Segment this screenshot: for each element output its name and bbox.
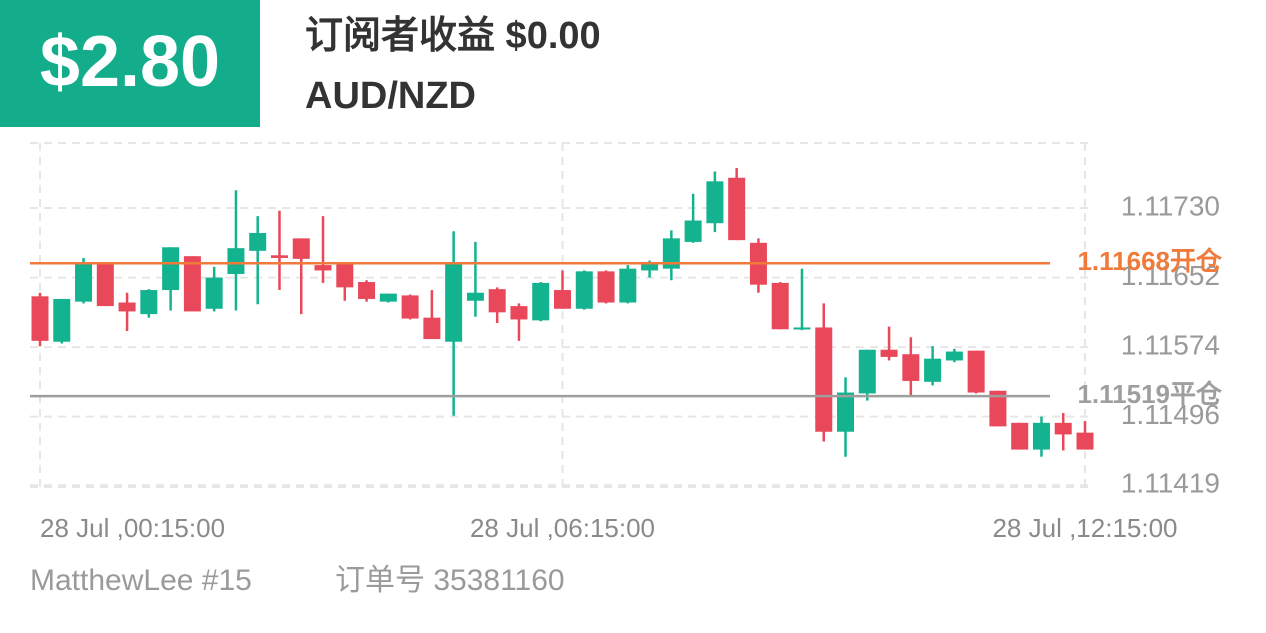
- x-tick-label: 28 Jul ,00:15:00: [40, 513, 225, 543]
- candle-body: [53, 298, 71, 342]
- title: 订阅者收益 $0.00: [305, 15, 601, 57]
- candle-body: [924, 358, 942, 382]
- candle-body: [815, 327, 833, 432]
- candle-body: [945, 351, 963, 361]
- candle-body: [858, 349, 876, 394]
- candle-body: [314, 265, 332, 271]
- candle-body: [162, 247, 180, 291]
- candle-body: [205, 277, 223, 309]
- candle-body: [488, 289, 506, 313]
- candle-body: [532, 282, 550, 321]
- candle-body: [662, 238, 680, 269]
- candle-body: [401, 295, 419, 319]
- user: MatthewLee #15: [30, 564, 252, 597]
- candle-body: [771, 282, 789, 330]
- candle-body: [706, 181, 724, 224]
- candle-body: [837, 392, 855, 432]
- candle-body: [96, 263, 114, 307]
- candle-body: [423, 317, 441, 340]
- order-number: 订单号 35381160: [335, 564, 565, 597]
- price-line-label: 1.11519平仓: [1077, 379, 1223, 409]
- y-tick-label: 1.11496: [1121, 399, 1220, 430]
- candle-body: [880, 349, 898, 357]
- y-tick-label: 1.11574: [1121, 329, 1220, 360]
- x-tick-label: 28 Jul ,12:15:00: [992, 513, 1177, 543]
- candle-body: [379, 293, 397, 302]
- profit: $2.80: [40, 22, 220, 102]
- x-tick-label: 28 Jul ,06:15:00: [470, 513, 655, 543]
- candle-body: [183, 256, 201, 312]
- y-tick-label: 1.11652: [1121, 260, 1220, 291]
- candle-body: [140, 290, 158, 315]
- profit-badge: [0, 0, 260, 127]
- candle-body: [967, 350, 985, 393]
- plot: 1.11730 1.11652 1.11574 1.11496 1.11419 28 Ju…: [30, 142, 1223, 543]
- candle-body: [75, 264, 93, 302]
- candle-body: [1032, 422, 1050, 450]
- candle-body: [902, 354, 920, 381]
- candle-body: [684, 220, 702, 242]
- candle-body: [31, 296, 49, 341]
- candle-body: [270, 255, 288, 258]
- y-tick-label: 1.11419: [1121, 468, 1220, 499]
- candle-body: [466, 292, 484, 301]
- candle-body: [358, 282, 376, 299]
- candle-body: [292, 238, 310, 259]
- symbol: AUD/NZD: [305, 75, 476, 117]
- candle-body: [1054, 422, 1072, 435]
- candle-body: [1076, 432, 1094, 450]
- candle-body: [728, 177, 746, 241]
- candle-body: [118, 302, 136, 312]
- candle-body: [597, 271, 615, 303]
- candle-body: [336, 264, 354, 288]
- price-line-label: 1.11668开仓: [1077, 246, 1223, 276]
- y-tick-label: 1.11730: [1121, 190, 1220, 221]
- candle-body: [575, 271, 593, 309]
- candle-body: [989, 390, 1007, 427]
- candle-body: [510, 306, 528, 320]
- candle-body: [249, 233, 267, 251]
- candle-body: [619, 268, 637, 303]
- candle-body: [1011, 422, 1029, 450]
- candle-body: [554, 290, 571, 309]
- candle-body: [793, 327, 811, 330]
- candle-body: [445, 263, 463, 342]
- candle-body: [641, 264, 659, 271]
- candle-body: [227, 248, 245, 275]
